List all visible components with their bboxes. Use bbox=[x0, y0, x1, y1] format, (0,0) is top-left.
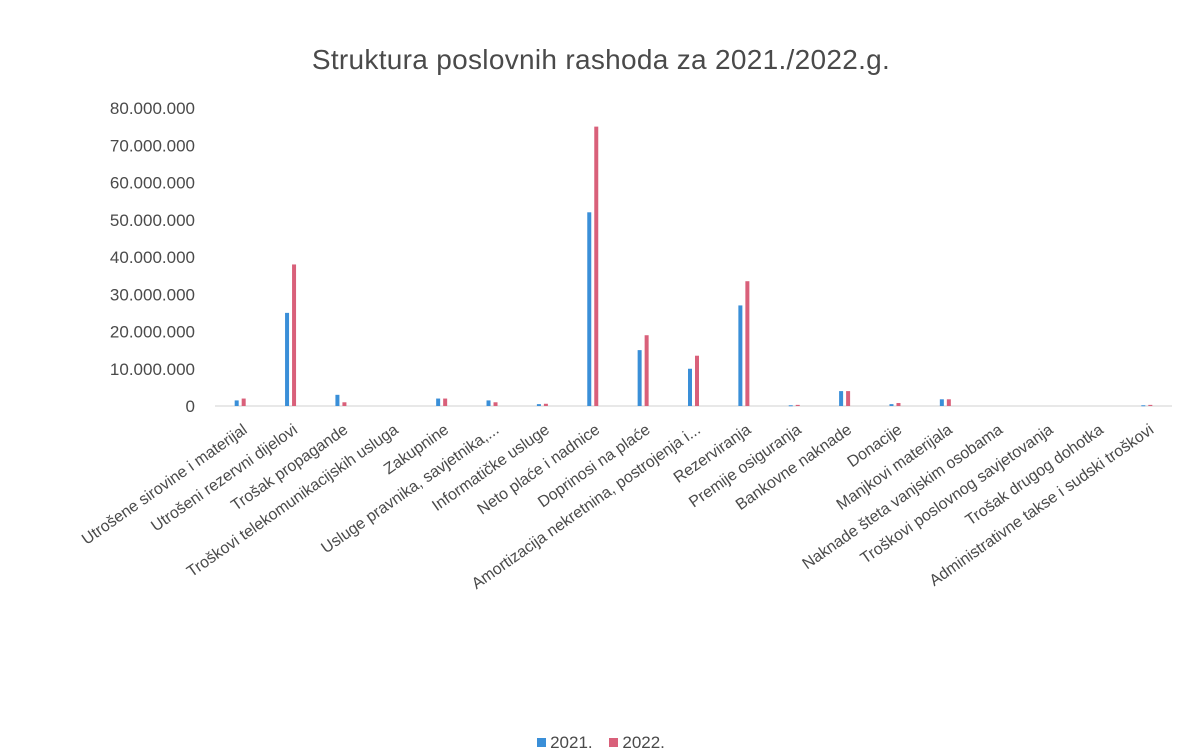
bar-2021 bbox=[637, 350, 642, 406]
bar-2022 bbox=[946, 399, 951, 406]
legend-swatch-2021 bbox=[537, 738, 547, 747]
bar-2022 bbox=[292, 264, 297, 406]
legend-swatch-2022 bbox=[609, 738, 619, 747]
bar-2022 bbox=[846, 391, 851, 406]
bar-2022 bbox=[1148, 404, 1153, 406]
bar-2021 bbox=[939, 399, 944, 406]
y-tick-label: 80.000.000 bbox=[110, 99, 195, 118]
bar-2022 bbox=[695, 355, 699, 406]
y-tick-label: 10.000.000 bbox=[110, 360, 195, 379]
bar-2021 bbox=[285, 312, 290, 406]
y-tick-label: 0 bbox=[186, 397, 195, 416]
bar-2022 bbox=[543, 403, 548, 406]
bar-2021 bbox=[587, 212, 592, 406]
bars-group bbox=[234, 126, 1153, 407]
plot-area: 0 10.000.000 20.000.000 30.000.000 40.000.00… bbox=[79, 99, 1172, 593]
y-tick-label: 70.000.000 bbox=[110, 136, 195, 155]
legend-label-2022: 2022. bbox=[622, 732, 665, 752]
bar-2021 bbox=[536, 404, 541, 406]
y-tick-label: 60.000.000 bbox=[110, 174, 195, 193]
legend-item-2022: 2022. bbox=[609, 733, 665, 753]
bar-2021 bbox=[436, 398, 441, 406]
bar-2021 bbox=[889, 404, 894, 406]
bar-2021 bbox=[738, 305, 743, 406]
y-axis: 0 10.000.000 20.000.000 30.000.000 40.000.00… bbox=[110, 99, 195, 416]
legend: 2021. 2022. bbox=[0, 732, 1202, 753]
bar-2021 bbox=[486, 400, 491, 406]
bar-2022 bbox=[795, 404, 800, 406]
bar-2021 bbox=[1141, 405, 1146, 407]
bar-2021 bbox=[788, 405, 793, 407]
bar-2021 bbox=[839, 391, 844, 406]
chart-title: Struktura poslovnih rashoda za 2021./202… bbox=[311, 44, 891, 75]
bar-2022 bbox=[644, 335, 649, 406]
bar-2021 bbox=[688, 368, 692, 406]
y-tick-label: 40.000.000 bbox=[110, 248, 195, 267]
legend-label-2021: 2021. bbox=[550, 732, 593, 752]
bar-2022 bbox=[342, 402, 347, 406]
bar-2022 bbox=[745, 281, 750, 406]
y-tick-label: 50.000.000 bbox=[110, 211, 195, 230]
y-tick-label: 30.000.000 bbox=[110, 285, 195, 304]
legend-item-2021: 2021. bbox=[537, 733, 593, 753]
bar-2021 bbox=[335, 394, 340, 406]
bar-2022 bbox=[493, 402, 498, 406]
bar-2022 bbox=[594, 126, 599, 406]
y-tick-label: 20.000.000 bbox=[110, 323, 195, 342]
bar-2022 bbox=[443, 398, 448, 406]
bar-2021 bbox=[234, 400, 239, 406]
x-tick-label: Amortizacija nekretnina, postrojenja i..… bbox=[469, 421, 704, 593]
bar-2022 bbox=[241, 398, 246, 406]
bar-2022 bbox=[896, 403, 901, 406]
